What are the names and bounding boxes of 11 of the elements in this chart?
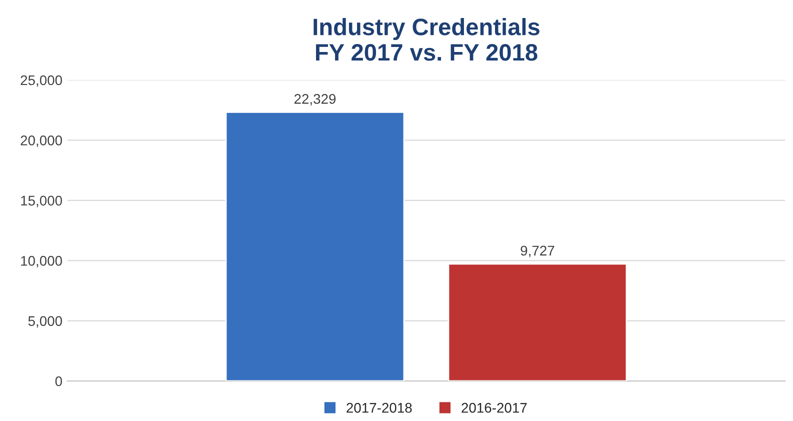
y-tick-label: 15,000: [21, 196, 62, 208]
data-label: 22,329: [294, 94, 336, 106]
legend-label: 2016-2017: [462, 402, 527, 413]
y-tick-label: 25,000: [20, 75, 62, 87]
chart-title: Industry Credentials FY 2017 vs. FY 2018: [314, 18, 540, 61]
legend-label: 2017-2018: [346, 402, 412, 413]
y-tick-label: 20,000: [20, 136, 62, 148]
y-tick-label: 10,000: [21, 256, 62, 268]
data-label: 9,727: [520, 246, 554, 258]
y-tick-label: 0: [55, 376, 62, 386]
y-tick-label: 5,000: [28, 316, 62, 328]
